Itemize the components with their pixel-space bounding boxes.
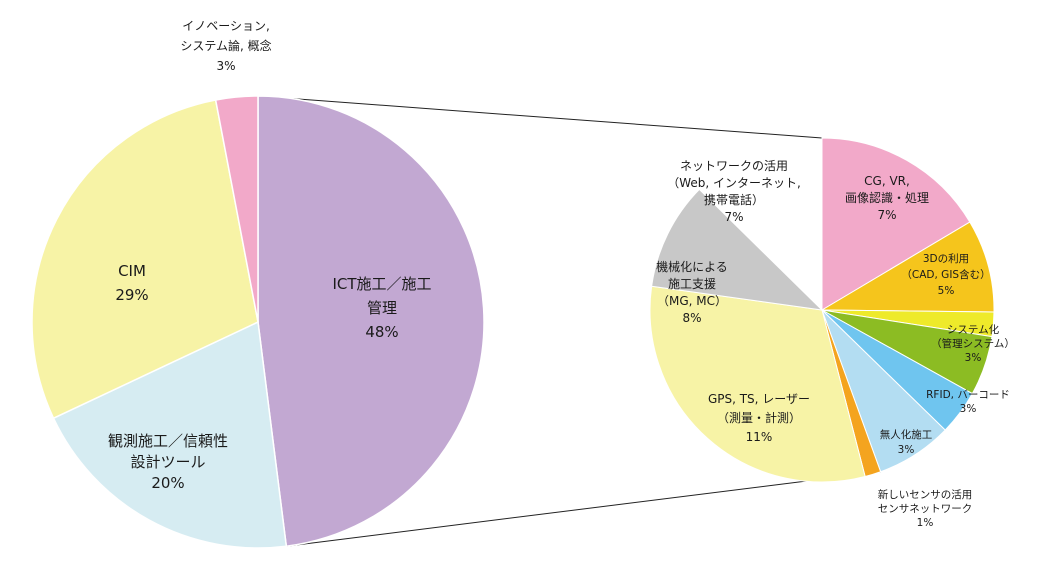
sub-slice-7 [649, 285, 866, 483]
main-label-2: CIM 29% [115, 262, 148, 304]
sub-slice-8 [651, 188, 824, 311]
connector-line-top [257, 95, 823, 139]
pie-labels: ICT施工／施工管理 48% 観測施工／信頼性設計ツール 20% CIM 29% イノベーシ… [108, 19, 1015, 529]
main-pie [31, 95, 485, 549]
sub-slice-1 [820, 221, 995, 313]
sub-label-5: 新しいセンサの活用センサネットワーク 1% [878, 488, 973, 529]
sub-pie [649, 137, 995, 483]
sub-label-0: CG, VR,画像認識・処理 7% [845, 174, 929, 222]
main-label-0: ICT施工／施工管理 48% [332, 275, 431, 341]
main-slice-0 [257, 95, 485, 548]
sub-label-1: 3Dの利用（CAD, GIS含む） 5% [901, 253, 990, 297]
sub-label-4: 無人化施工 3% [880, 428, 933, 456]
sub-label-7: 機械化による施工支援（MG, MC） 8% [656, 259, 728, 325]
connector-lines [257, 95, 881, 547]
main-slice-3 [214, 95, 259, 323]
sub-label-6: GPS, TS, レーザー（測量・計測） 11% [708, 392, 810, 444]
sub-label-8: ネットワークの活用（Web, インターネット,携帯電話） 7% [667, 159, 801, 224]
main-label-3: イノベーション,システム論, 概念 3% [180, 19, 271, 73]
main-slice-2 [31, 99, 259, 420]
main-label-1: 観測施工／信頼性設計ツール 20% [108, 432, 228, 492]
connector-line-bottom [286, 471, 881, 547]
sub-label-2: システム化（管理システム） 3% [931, 323, 1015, 364]
sub-slice-0 [821, 137, 971, 311]
main-slice-1 [52, 320, 288, 549]
sub-label-3: RFID, バーコード 3% [926, 389, 1010, 415]
